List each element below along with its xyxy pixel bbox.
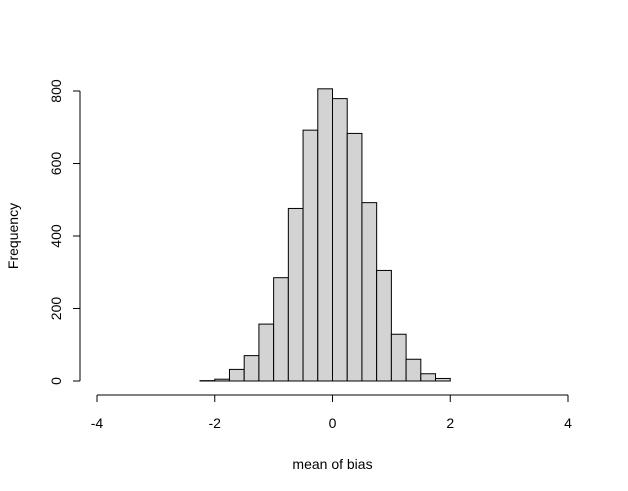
- x-tick-label: 4: [564, 415, 572, 431]
- y-axis-title: Frequency: [5, 203, 21, 269]
- y-tick-label: 200: [48, 297, 64, 321]
- histogram-bar: [214, 378, 230, 382]
- histogram-bar: [317, 88, 333, 382]
- x-axis: -4 -2 0 2 4: [91, 394, 572, 431]
- histogram-bar: [390, 333, 407, 382]
- histogram-bar: [420, 373, 437, 382]
- histogram-bars: [199, 88, 451, 382]
- x-tick-label: -4: [91, 415, 104, 431]
- histogram-bar: [346, 132, 363, 382]
- y-tick-label: 400: [48, 224, 64, 248]
- histogram-bar: [435, 377, 451, 382]
- histogram-bar: [228, 368, 245, 382]
- histogram-bar: [376, 269, 392, 382]
- histogram-bar: [258, 323, 275, 382]
- histogram-bar: [243, 355, 260, 382]
- histogram-bar: [302, 129, 319, 382]
- y-tick-label: 0: [48, 377, 64, 385]
- histogram-bar: [332, 98, 348, 382]
- histogram-bar: [287, 207, 304, 382]
- y-tick-label: 800: [48, 79, 64, 103]
- x-tick-label: 2: [446, 415, 454, 431]
- x-tick-label: 0: [329, 415, 337, 431]
- y-axis: 0 200 400 600 800: [48, 79, 81, 385]
- x-tick-label: -2: [209, 415, 222, 431]
- histogram-bar: [361, 202, 378, 382]
- histogram-bar: [405, 358, 422, 382]
- y-tick-label: 600: [48, 152, 64, 176]
- histogram-bar: [273, 277, 289, 382]
- x-axis-title: mean of bias: [292, 456, 372, 472]
